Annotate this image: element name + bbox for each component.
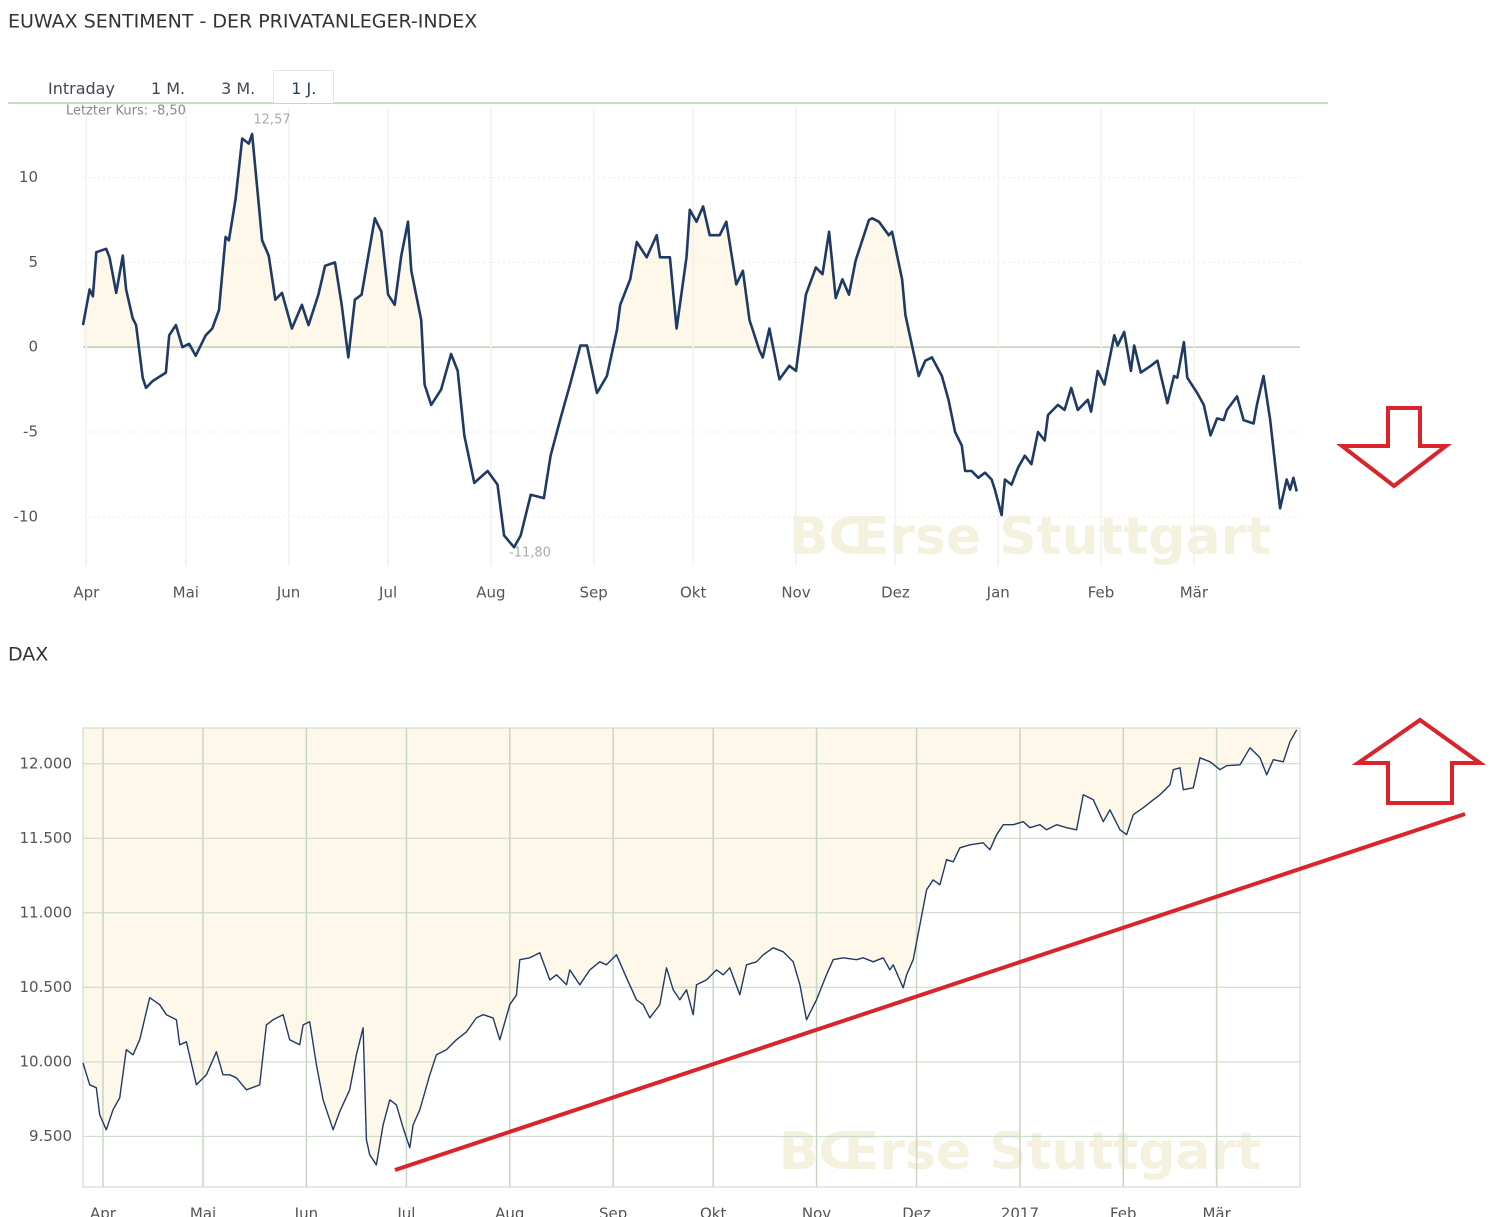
annotation: Letzter Kurs: -8,50	[66, 104, 186, 119]
plot-border	[82, 727, 1301, 1188]
x-tick-label: Apr	[73, 584, 100, 602]
y-tick-label: 11.500	[20, 829, 73, 847]
y-tick-label: 10.000	[20, 1052, 73, 1070]
x-tick-label: Dez	[881, 584, 910, 602]
chart-title: EUWAX SENTIMENT - DER PRIVATANLEGER-INDE…	[8, 11, 477, 33]
annotation: 12,57	[253, 113, 290, 128]
y-tick-label: 0	[28, 338, 38, 356]
x-tick-label: Aug	[495, 1205, 524, 1217]
x-tick-label: Jan	[986, 584, 1010, 602]
y-tick-label: 9.500	[29, 1127, 72, 1145]
tab[interactable]: 3 M.	[221, 79, 256, 98]
x-tick-label: Okt	[680, 584, 706, 602]
y-tick-label: -5	[23, 422, 38, 440]
y-tick-label: 11.000	[20, 903, 73, 921]
x-tick-label: Nov	[781, 584, 810, 602]
watermark: BŒrse Stuttgart	[789, 507, 1271, 567]
x-tick-label: Dez	[902, 1205, 931, 1217]
x-tick-label: Mär	[1180, 584, 1209, 602]
x-tick-label: Jun	[294, 1205, 318, 1217]
x-tick-label: Sep	[580, 584, 608, 602]
tab[interactable]: 1 M.	[150, 79, 186, 98]
y-tick-label: 10	[19, 168, 38, 186]
x-tick-label: 2017	[1001, 1205, 1039, 1217]
x-tick-label: Mai	[190, 1205, 216, 1217]
range-tabs: Intraday 1 M. 3 M. 1 J.	[30, 70, 335, 103]
up-arrow	[1351, 717, 1487, 805]
line	[82, 729, 1298, 1166]
line	[81, 132, 1298, 549]
x-tick-label: Apr	[90, 1205, 117, 1217]
x-tick-label: Jul	[378, 584, 397, 602]
tab[interactable]: 1 J.	[273, 70, 335, 103]
y-tick-label: 12.000	[20, 754, 73, 772]
x-tick-label: Okt	[700, 1205, 726, 1217]
y-tick-label: 10.500	[20, 978, 73, 996]
area-fill	[83, 134, 1185, 348]
y-tick-label: -10	[14, 507, 39, 525]
tab[interactable]: Intraday	[48, 79, 115, 98]
down-arrow	[1336, 406, 1452, 489]
x-tick-label: Jul	[396, 1205, 415, 1217]
y-tick-label: 5	[28, 253, 38, 271]
x-tick-label: Feb	[1110, 1205, 1137, 1217]
x-tick-label: Nov	[802, 1205, 831, 1217]
tab-underline	[8, 102, 1328, 104]
x-tick-label: Sep	[599, 1205, 627, 1217]
x-tick-label: Jun	[276, 584, 300, 602]
chart-title: DAX	[8, 644, 48, 666]
x-tick-label: Mär	[1202, 1205, 1231, 1217]
annotation: -11,80	[509, 546, 551, 561]
trend-line	[394, 812, 1466, 1172]
area-fill	[83, 728, 1297, 1165]
x-tick-label: Mai	[173, 584, 199, 602]
x-tick-label: Aug	[476, 584, 505, 602]
x-tick-label: Feb	[1088, 584, 1115, 602]
